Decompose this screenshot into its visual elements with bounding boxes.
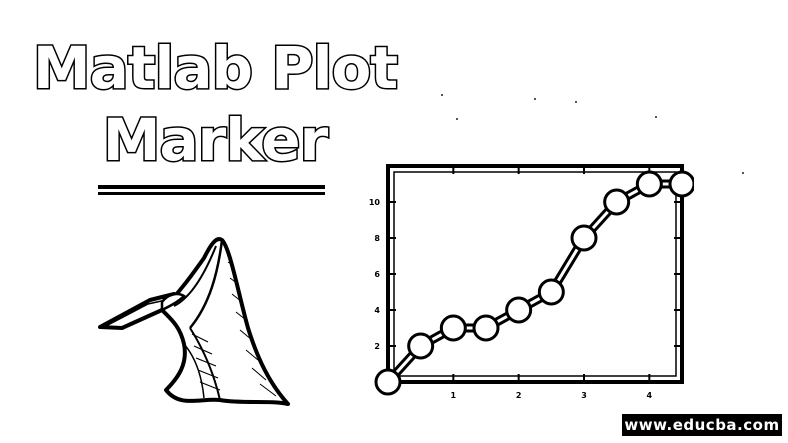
circle-marker — [407, 332, 435, 360]
y-tick-label: 2 — [374, 342, 380, 351]
speck-dot — [534, 98, 536, 100]
matlab-membrane-logo-icon — [98, 237, 290, 406]
circle-marker — [570, 224, 598, 252]
x-tick-label: 1 — [451, 391, 457, 400]
circle-marker — [439, 314, 467, 342]
speck-dot — [456, 118, 458, 120]
speck-dot — [742, 172, 744, 174]
y-tick-label: 4 — [374, 306, 380, 315]
circle-marker — [505, 296, 533, 324]
x-tick-label: 2 — [516, 391, 522, 400]
title-line-1: Matlab Plot — [31, 34, 399, 102]
title-underline-thin — [98, 192, 325, 195]
circle-marker — [472, 314, 500, 342]
title-line-2: Marker — [101, 106, 329, 174]
speck-dot — [655, 116, 657, 118]
x-tick-label: 4 — [647, 391, 653, 400]
watermark-url: www.educba.com — [622, 414, 782, 436]
y-tick-label: 8 — [374, 234, 380, 243]
circle-marker — [537, 278, 565, 306]
series-line-core — [386, 182, 682, 384]
circle-marker — [668, 170, 694, 198]
y-tick-label: 6 — [374, 270, 380, 279]
circle-marker — [374, 368, 402, 396]
x-tick-label: 3 — [581, 391, 587, 400]
y-tick-label: 10 — [369, 198, 381, 207]
chart-ticks: 1 2 3 4 2 4 6 8 10 — [369, 166, 682, 400]
circle-marker — [603, 188, 631, 216]
speck-dot — [441, 94, 443, 96]
circle-marker — [635, 170, 663, 198]
plot-frame-inner — [393, 171, 677, 377]
title-underline-thick — [98, 185, 325, 189]
marker-line-chart: 1 2 3 4 2 4 6 8 10 — [369, 164, 694, 400]
speck-dot — [575, 101, 577, 103]
chart-series — [374, 170, 694, 396]
